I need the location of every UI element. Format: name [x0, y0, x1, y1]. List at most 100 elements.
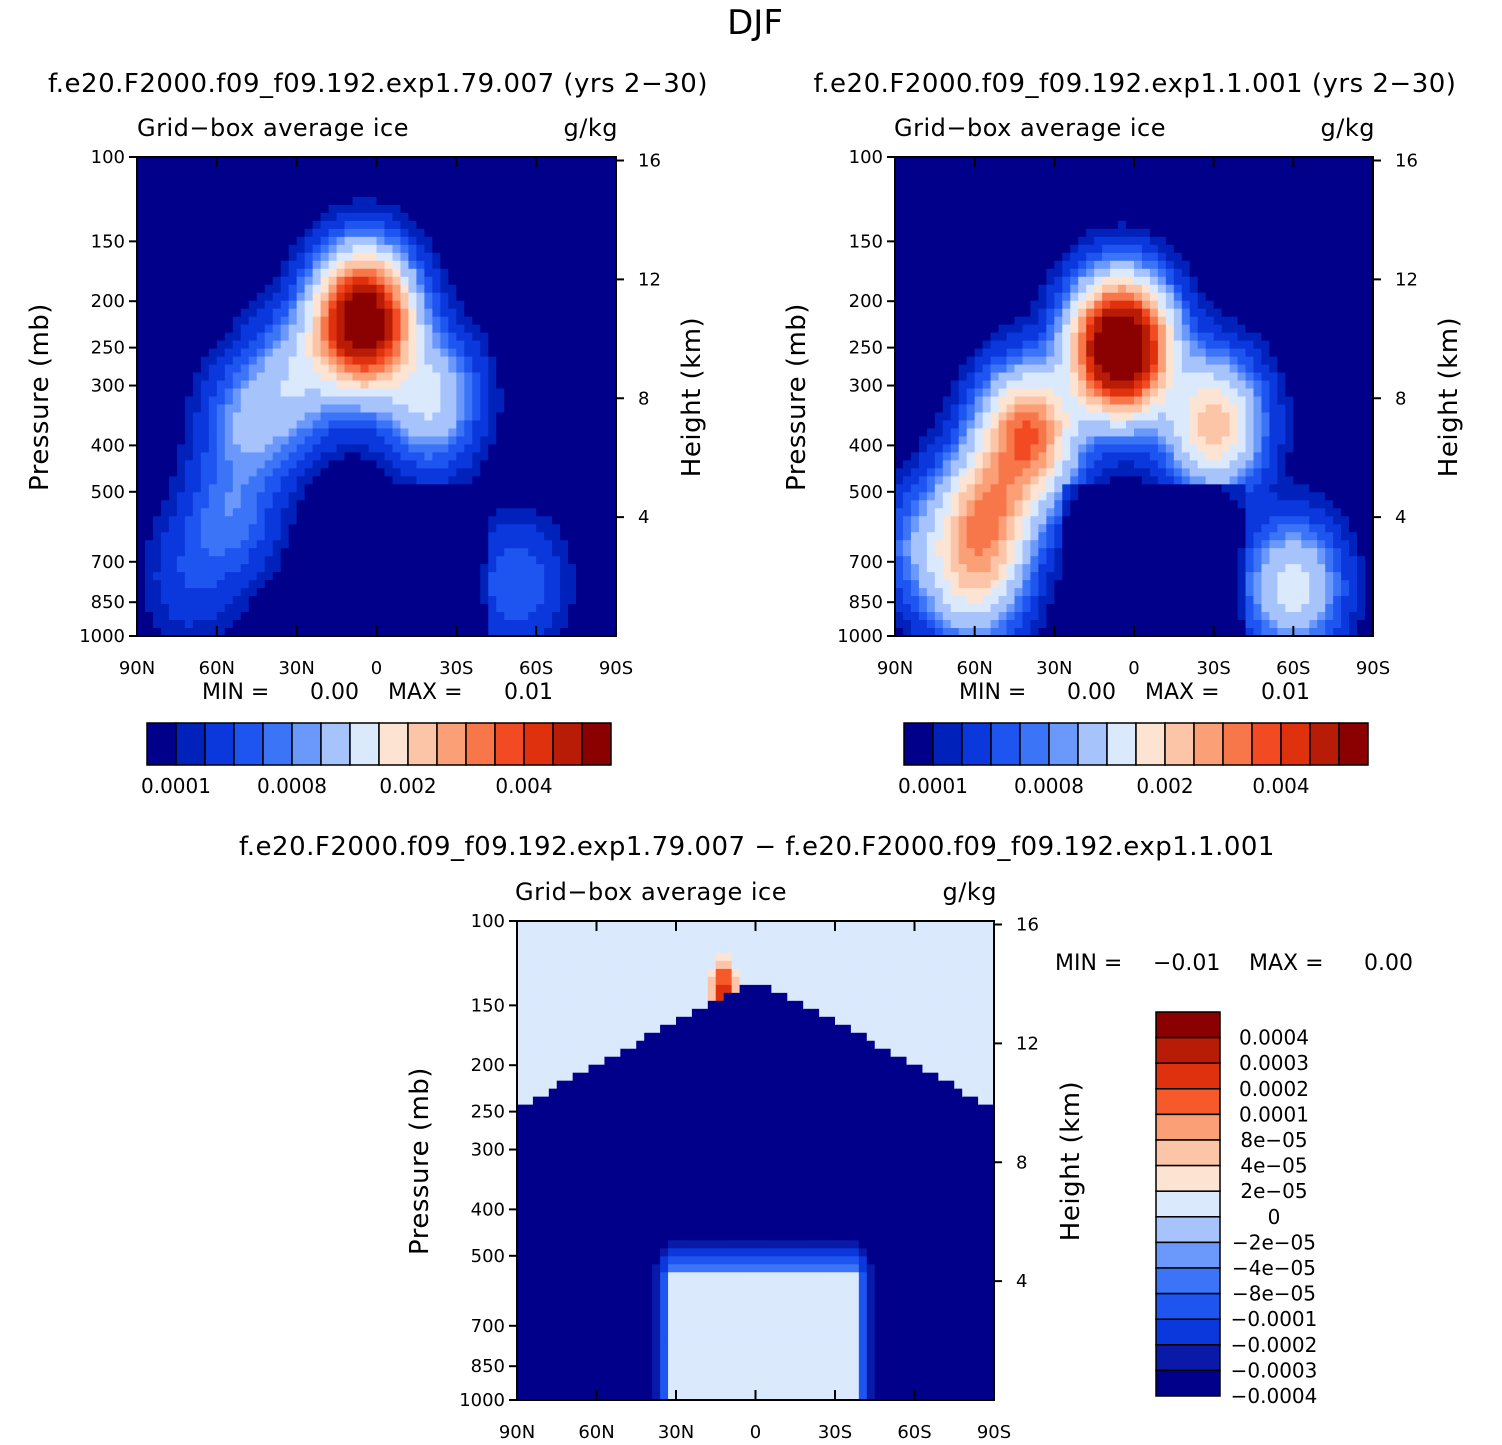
left-cell [528, 572, 537, 581]
right-cell [974, 332, 984, 342]
left-cell [296, 620, 306, 629]
right-cell [982, 204, 992, 214]
left-cell [544, 596, 553, 605]
left-cell [280, 372, 290, 382]
left-cell [320, 157, 330, 166]
left-cell [240, 532, 250, 541]
left-cell [448, 300, 457, 310]
left-cell [560, 444, 569, 453]
right-cell [982, 316, 992, 326]
left-cell [552, 500, 561, 509]
right-cell [895, 452, 904, 461]
left-cell [576, 332, 585, 342]
left-cell [216, 516, 226, 525]
left-cell [320, 436, 330, 445]
left-cell [176, 204, 186, 214]
left-cell [137, 164, 146, 174]
left-cell [592, 516, 601, 525]
left-cell [376, 348, 386, 358]
left-cell [424, 516, 433, 525]
left-cell [592, 180, 601, 190]
left-cell [576, 476, 585, 485]
left-cell [152, 468, 162, 477]
left-cell [448, 596, 457, 605]
left-cell [224, 388, 234, 398]
left-cell [312, 228, 322, 238]
left-cell [520, 564, 529, 573]
left-cell [376, 252, 386, 262]
left-cell [448, 564, 457, 573]
right-cell [1046, 404, 1055, 414]
left-cell [320, 564, 330, 573]
left-cell [200, 332, 210, 342]
right-cell [895, 468, 904, 477]
left-cell [344, 276, 354, 286]
left-cell [352, 540, 362, 549]
left-cell [384, 164, 394, 174]
left-cell [160, 516, 170, 525]
left-cell [488, 484, 497, 493]
left-cell [528, 172, 537, 182]
left-cell [272, 180, 282, 190]
left-cell [472, 372, 481, 382]
right-cell [942, 220, 952, 230]
left-cell [416, 284, 425, 294]
left-cell [424, 596, 433, 605]
left-cell [344, 484, 354, 493]
left-cell [192, 428, 202, 438]
left-cell [408, 236, 418, 246]
left-cell [240, 452, 250, 461]
left-cell [448, 332, 457, 342]
left-cell [416, 548, 425, 557]
left-cell [184, 268, 194, 278]
right-cell [974, 356, 984, 366]
right-cell [982, 620, 992, 629]
left-cell [440, 516, 449, 525]
left-cell [208, 332, 218, 342]
right-cell [1046, 180, 1055, 190]
right-cell [1038, 476, 1047, 485]
left-cell [496, 548, 505, 557]
left-cell [216, 188, 226, 198]
right-cell [902, 180, 912, 190]
right-cell [1006, 484, 1016, 493]
left-cell [264, 244, 274, 254]
left-cell [272, 404, 282, 414]
right-cell [1006, 180, 1016, 190]
left-cell [168, 500, 178, 509]
left-cell [272, 220, 282, 230]
left-cell [384, 340, 394, 350]
left-cell [504, 500, 513, 509]
left-cell [600, 276, 609, 286]
right-cell [1054, 276, 1063, 286]
left-cell [224, 356, 234, 366]
left-cell [304, 308, 314, 318]
right-cell [1030, 612, 1039, 621]
left-cell [528, 372, 537, 382]
left-cell [536, 524, 545, 533]
left-cell [368, 572, 378, 581]
left-cell [168, 348, 178, 358]
left-cell [312, 476, 322, 485]
left-cell [216, 548, 226, 557]
left-cell [168, 516, 178, 525]
right-cell [918, 628, 928, 637]
left-cell [232, 548, 242, 557]
left-cell [576, 196, 585, 206]
right-cell [942, 308, 952, 318]
left-cell [408, 284, 418, 294]
left-cell [512, 476, 521, 485]
right-cell [950, 268, 960, 278]
left-cell [608, 308, 617, 318]
left-cell [256, 572, 266, 581]
left-cell [240, 252, 250, 262]
left-cell [536, 564, 545, 573]
right-cell [1062, 204, 1071, 214]
left-cell [512, 180, 521, 190]
left-cell [408, 388, 418, 398]
left-cell [184, 284, 194, 294]
right-cell [990, 580, 1000, 589]
left-cell [592, 380, 601, 390]
left-cell [592, 236, 601, 246]
right-cell [1030, 532, 1039, 541]
